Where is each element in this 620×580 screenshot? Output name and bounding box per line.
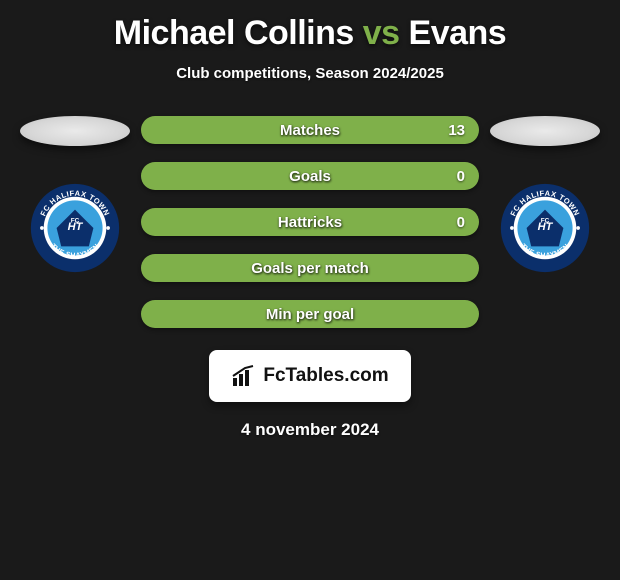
stat-bar-goals: Goals 0: [141, 162, 479, 190]
stat-right-value: 13: [448, 122, 465, 139]
left-side: HT FC FC HALIFAX TOWN THE SHAYMEN: [15, 116, 135, 328]
date-text: 4 november 2024: [241, 420, 379, 440]
stat-bar-min-per-goal: Min per goal: [141, 300, 479, 328]
subtitle: Club competitions, Season 2024/2025: [176, 65, 444, 82]
comparison-card: Michael Collins vs Evans Club competitio…: [0, 0, 620, 450]
player-right-name: Evans: [409, 14, 507, 52]
club-left-badge: HT FC FC HALIFAX TOWN THE SHAYMEN: [29, 182, 121, 274]
stat-label: Hattricks: [278, 214, 342, 231]
svg-text:FC: FC: [71, 217, 80, 224]
right-side: HT FC FC HALIFAX TOWN THE SHAYMEN: [485, 116, 605, 328]
player-left-name: Michael Collins: [114, 14, 354, 52]
stat-bars: Matches 13 Goals 0 Hattricks 0 Goals per…: [135, 116, 485, 328]
stat-label: Min per goal: [266, 306, 354, 323]
stat-label: Goals per match: [251, 260, 369, 277]
player-left-avatar-placeholder: [20, 116, 130, 146]
stat-right-value: 0: [457, 168, 465, 185]
brand-text: FcTables.com: [263, 365, 388, 387]
brand-box: FcTables.com: [209, 350, 410, 402]
stat-bar-matches: Matches 13: [141, 116, 479, 144]
club-right-badge: HT FC FC HALIFAX TOWN THE SHAYMEN: [499, 182, 591, 274]
svg-text:FC: FC: [541, 217, 550, 224]
brand-icon: [231, 364, 255, 388]
stat-label: Matches: [280, 122, 340, 139]
comparison-body: HT FC FC HALIFAX TOWN THE SHAYMEN Matche…: [0, 116, 620, 328]
stat-right-value: 0: [457, 214, 465, 231]
stat-bar-hattricks: Hattricks 0: [141, 208, 479, 236]
player-right-avatar-placeholder: [490, 116, 600, 146]
vs-text: vs: [363, 14, 400, 52]
stat-label: Goals: [289, 168, 331, 185]
stat-bar-goals-per-match: Goals per match: [141, 254, 479, 282]
page-title: Michael Collins vs Evans: [114, 14, 506, 53]
